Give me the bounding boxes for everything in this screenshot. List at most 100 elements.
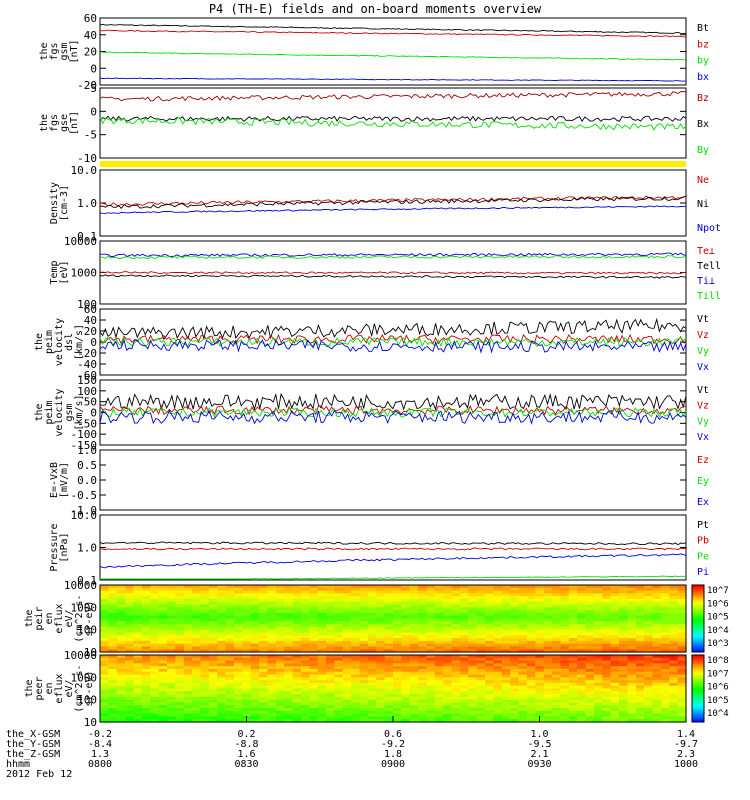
heatmap-cell	[677, 596, 687, 600]
heatmap-cell	[526, 646, 536, 650]
heatmap-cell	[552, 624, 562, 628]
x-row-label: hhmm	[6, 759, 30, 770]
heatmap-cell	[660, 621, 670, 625]
y-axis-label: fgs	[49, 114, 60, 132]
heatmap-cell	[602, 660, 612, 664]
heatmap-cell	[233, 593, 243, 597]
heatmap-cell	[317, 643, 327, 648]
heatmap-cell	[233, 682, 243, 687]
heatmap-cell	[451, 601, 461, 606]
heatmap-cell	[309, 655, 319, 659]
heatmap-cell	[560, 705, 570, 709]
heatmap-cell	[359, 587, 369, 592]
heatmap-cell	[468, 643, 478, 648]
heatmap-cell	[384, 585, 394, 589]
heatmap-cell	[476, 668, 486, 673]
heatmap-cell	[459, 646, 469, 650]
heatmap-cell	[342, 680, 352, 684]
heatmap-cell	[367, 655, 377, 659]
heatmap-cell	[577, 632, 587, 636]
heatmap-cell	[292, 660, 302, 664]
x-row-value: 1.6	[237, 749, 255, 760]
heatmap-cell	[158, 590, 168, 594]
heatmap-cell	[652, 655, 662, 659]
heatmap-cell	[141, 601, 151, 606]
heatmap-cell	[468, 666, 478, 670]
heatmap-cell	[459, 585, 469, 589]
series-line-Pe	[100, 575, 687, 580]
heatmap-cell	[284, 607, 294, 611]
heatmap-cell	[585, 643, 595, 648]
heatmap-cell	[401, 694, 411, 698]
heatmap-cell	[677, 682, 687, 687]
heatmap-cell	[334, 585, 344, 589]
heatmap-cell	[175, 638, 185, 642]
heatmap-cell	[518, 596, 528, 600]
heatmap-cell	[334, 691, 344, 695]
heatmap-cell	[300, 663, 310, 667]
heatmap-cell	[158, 716, 168, 720]
heatmap-cell	[535, 615, 545, 620]
heatmap-cell	[233, 596, 243, 600]
heatmap-cell	[401, 646, 411, 650]
heatmap-cell	[409, 585, 419, 589]
heatmap-cell	[602, 629, 612, 634]
heatmap-cell	[292, 708, 302, 712]
heatmap-cell	[459, 674, 469, 678]
heatmap-cell	[535, 638, 545, 642]
heatmap-cell	[518, 601, 528, 606]
heatmap-cell	[451, 643, 461, 648]
heatmap-cell	[242, 621, 252, 625]
heatmap-cell	[351, 660, 361, 664]
heatmap-cell	[175, 618, 185, 622]
heatmap-cell	[384, 604, 394, 608]
heatmap-cell	[619, 682, 628, 687]
heatmap-cell	[116, 682, 126, 687]
heatmap-cell	[233, 668, 243, 673]
heatmap-cell	[116, 674, 126, 678]
heatmap-cell	[409, 699, 419, 704]
heatmap-cell	[401, 626, 411, 631]
heatmap-cell	[418, 610, 428, 614]
heatmap-cell	[233, 612, 243, 617]
colorbar-label: 10^6	[707, 599, 729, 609]
heatmap-cell	[133, 598, 143, 603]
heatmap-cell	[526, 674, 536, 678]
heatmap-cell	[242, 680, 252, 684]
heatmap-cell	[510, 621, 520, 625]
heatmap-cell	[401, 649, 411, 653]
heatmap-cell	[426, 671, 436, 676]
heatmap-cell	[300, 713, 310, 718]
heatmap-cell	[635, 629, 645, 634]
heatmap-cell	[317, 657, 327, 662]
heatmap-cell	[317, 663, 327, 667]
heatmap-cell	[393, 691, 402, 695]
heatmap-cell	[125, 696, 135, 701]
heatmap-cell	[150, 604, 160, 608]
heatmap-cell	[409, 688, 419, 692]
heatmap-cell	[677, 643, 687, 648]
heatmap-cell	[376, 705, 386, 709]
heatmap-cell	[334, 666, 344, 670]
heatmap-cell	[267, 596, 277, 600]
heatmap-cell	[677, 710, 687, 715]
heatmap-cell	[443, 680, 453, 684]
heatmap-cell	[334, 674, 344, 678]
heatmap-cell	[334, 615, 344, 620]
heatmap-cell	[560, 649, 570, 653]
heatmap-cell	[100, 618, 109, 622]
heatmap-cell	[602, 607, 612, 611]
heatmap-cell	[259, 590, 269, 594]
heatmap-cell	[560, 685, 570, 690]
heatmap-cell	[166, 610, 176, 614]
heatmap-cell	[610, 593, 620, 597]
heatmap-cell	[267, 666, 277, 670]
heatmap-cell	[284, 688, 294, 692]
colorbar-segment	[692, 631, 704, 635]
heatmap-cell	[485, 629, 495, 634]
heatmap-cell	[150, 612, 160, 617]
heatmap-cell	[217, 632, 227, 636]
heatmap-cell	[426, 657, 436, 662]
heatmap-cell	[635, 587, 645, 592]
heatmap-cell	[501, 640, 511, 645]
